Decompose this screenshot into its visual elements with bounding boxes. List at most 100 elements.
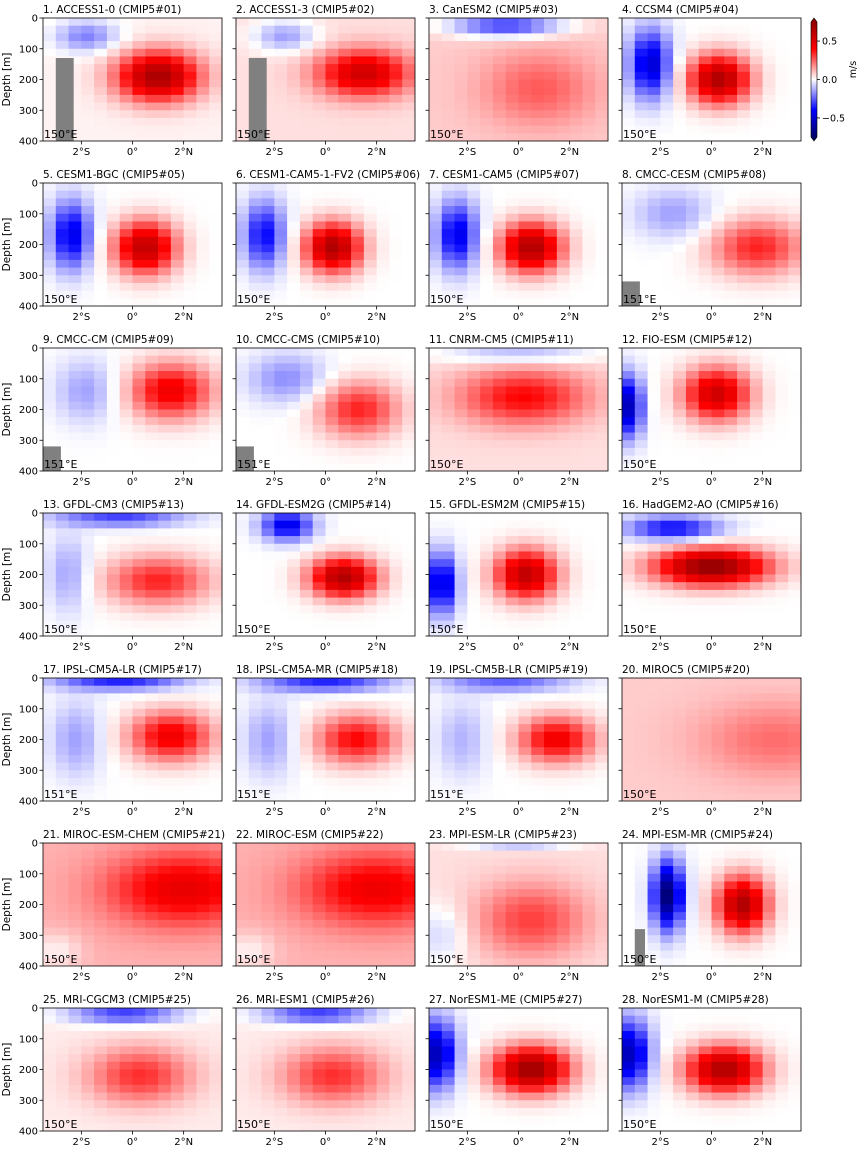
heatmap-cell — [132, 190, 146, 199]
heatmap-cell — [454, 348, 468, 357]
heatmap-cell — [94, 348, 108, 357]
heatmap-cell — [429, 463, 443, 471]
heatmap-cell — [158, 267, 172, 276]
heatmap-cell — [81, 290, 95, 299]
panel: 9. CMCC-CM (CMIP5#09)151°E2°S 0° 2°N010020… — [1, 334, 223, 488]
heatmap-cell — [170, 770, 185, 779]
heatmap-cell — [43, 612, 57, 622]
heatmap-cell — [81, 417, 95, 426]
heatmap-cell — [429, 582, 443, 591]
heatmap-cell — [55, 386, 70, 395]
x-tick-label: 0° — [706, 642, 717, 653]
heatmap-cell — [351, 731, 365, 741]
heatmap-cell — [363, 785, 378, 794]
heatmap-cell — [775, 267, 789, 276]
heatmap-cell — [518, 520, 532, 529]
heatmap-cell — [698, 252, 713, 261]
heatmap-cell — [402, 378, 415, 388]
heatmap-cell — [544, 777, 558, 787]
heatmap-cell — [209, 739, 222, 748]
heatmap-cell — [261, 716, 275, 725]
x-tick-label: 2°N — [753, 477, 772, 488]
x-tick-label: 2°S — [72, 147, 90, 158]
heatmap-cell — [158, 678, 172, 687]
heatmap-cell — [248, 275, 263, 284]
heatmap-cell — [685, 716, 700, 725]
x-tick-label: 0° — [513, 807, 524, 818]
heatmap-cell — [287, 685, 301, 694]
heatmap-cell — [119, 597, 134, 606]
heatmap-cell — [788, 87, 801, 96]
heatmap-cell — [673, 582, 687, 591]
heatmap-cell — [647, 582, 661, 591]
heatmap-cell — [81, 198, 95, 207]
heatmap-cell — [737, 785, 751, 794]
heatmap-cell — [325, 754, 339, 764]
heatmap-cell — [261, 213, 275, 223]
panel-title: 5. CESM1-BGC (CMIP5#05) — [43, 169, 185, 181]
heatmap-cell — [261, 117, 275, 127]
heatmap-cell — [402, 701, 415, 710]
heatmap-cell — [595, 559, 608, 568]
heatmap-cell — [68, 455, 82, 464]
heatmap-cell — [389, 597, 403, 606]
heatmap-cell — [749, 259, 764, 269]
heatmap-cell — [43, 881, 57, 890]
heatmap-cell — [647, 213, 661, 223]
heatmap-cell — [788, 252, 801, 261]
heatmap-cell — [660, 520, 674, 529]
heatmap-cell — [351, 386, 365, 395]
heatmap-cell — [299, 56, 314, 65]
heatmap-cell — [287, 371, 301, 380]
heatmap-cell — [248, 221, 263, 230]
panel-title: 13. GFDL-CM3 (CMIP5#13) — [43, 499, 184, 511]
heatmap-cell — [376, 432, 391, 441]
heatmap-cell — [106, 904, 121, 913]
heatmap-cell — [544, 417, 558, 426]
heatmap-cell — [132, 628, 146, 636]
heatmap-cell — [660, 785, 674, 794]
heatmap-cell — [119, 386, 134, 395]
heatmap-cell — [287, 785, 301, 794]
heatmap-cell — [505, 793, 520, 801]
heatmap-cell — [145, 582, 159, 591]
heatmap-cell — [622, 605, 636, 614]
heatmap-cell — [68, 417, 82, 426]
heatmap-cell — [43, 582, 57, 591]
heatmap-cell — [106, 455, 121, 464]
x-tick-label: 2°N — [753, 312, 772, 323]
heatmap-cell — [299, 762, 314, 771]
heatmap-cell — [505, 56, 520, 65]
heatmap-cell — [724, 605, 738, 614]
heatmap-cell — [749, 574, 764, 583]
heatmap-cell — [622, 582, 636, 591]
heatmap-cell — [183, 33, 198, 42]
heatmap-cell — [351, 793, 365, 801]
heatmap-cell — [55, 628, 70, 636]
heatmap-cell — [81, 582, 95, 591]
heatmap-cell — [351, 275, 365, 284]
heatmap-cell — [634, 198, 649, 207]
heatmap-cell — [749, 117, 764, 127]
heatmap-cell — [467, 628, 481, 636]
heatmap-cell — [660, 87, 674, 96]
heatmap-cell — [196, 785, 210, 794]
heatmap-cell — [775, 536, 789, 545]
heatmap-cell — [698, 18, 713, 27]
heatmap-cell — [248, 716, 263, 725]
heatmap-cell — [274, 440, 288, 449]
heatmap-cell — [299, 378, 314, 388]
heatmap-cell — [737, 56, 751, 65]
heatmap-cell — [312, 777, 327, 787]
heatmap-cell — [402, 424, 415, 434]
heatmap-cell — [518, 41, 532, 50]
heatmap-cell — [685, 785, 700, 794]
heatmap-cell — [94, 71, 108, 81]
heatmap-cell — [196, 440, 210, 449]
heatmap-cell — [312, 378, 327, 388]
heatmap-cell — [647, 513, 661, 522]
heatmap-cell — [595, 378, 608, 388]
heatmap-cell — [287, 612, 301, 622]
heatmap-cell — [170, 394, 185, 403]
heatmap-cell — [376, 371, 391, 380]
